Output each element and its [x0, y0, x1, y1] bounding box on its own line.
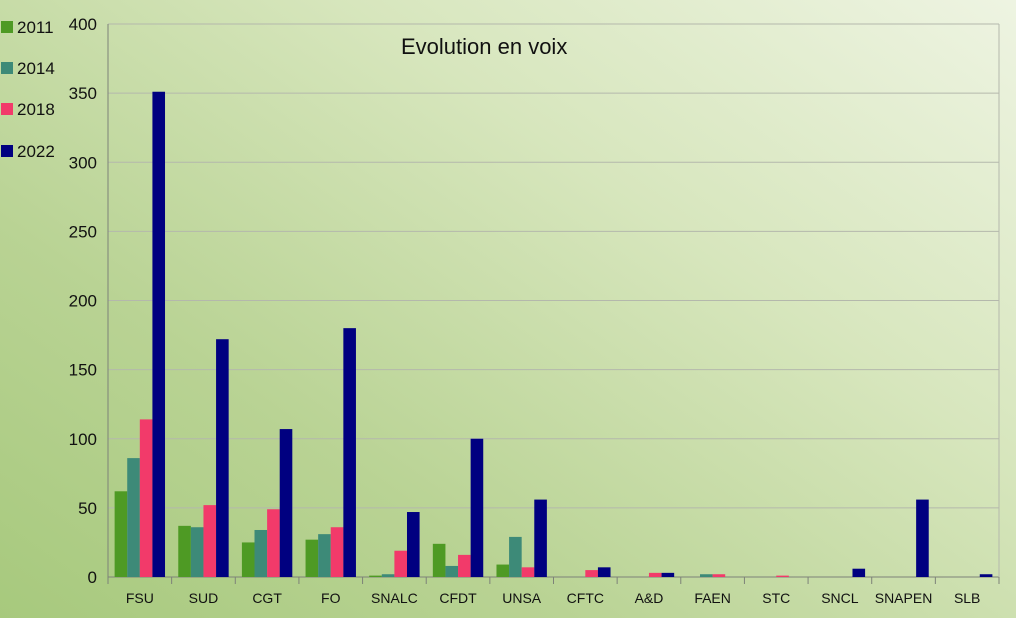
y-tick-label: 200 — [69, 292, 97, 311]
x-tick-label: SNCL — [821, 590, 859, 606]
bar-2018-FAEN — [712, 574, 726, 577]
y-tick-label: 400 — [69, 15, 97, 34]
bar-2018-CGT — [267, 509, 280, 577]
bar-2014-FSU — [127, 458, 140, 577]
bar-2018-CFDT — [458, 554, 471, 577]
bar-2022-SNAPEN — [916, 499, 929, 577]
bar-2011-CFDT — [432, 543, 446, 577]
bar-2011-UNSA — [496, 564, 510, 577]
bar-2018-FO — [330, 527, 344, 577]
x-tick-label: FAEN — [694, 590, 731, 606]
bar-2022-FO — [343, 328, 356, 577]
legend-label-2011: 2011 — [17, 18, 54, 37]
bar-2014-CGT — [254, 529, 268, 577]
bar-2018-STC — [776, 575, 789, 577]
x-tick-label: A&D — [635, 590, 664, 606]
y-axis-ticks: 0 50 100 150 200 250 300 350 400 — [69, 15, 97, 587]
bar-2022-CFTC — [597, 567, 611, 577]
bar-2018-SUD — [203, 505, 217, 577]
x-tick-label: FO — [321, 590, 341, 606]
chart-title: Evolution en voix — [401, 34, 567, 59]
legend-swatch-2011 — [1, 21, 13, 33]
x-tick-label: CFTC — [567, 590, 604, 606]
legend-swatch-2014 — [1, 62, 13, 74]
bar-2022-SLB — [979, 574, 993, 577]
bar-2011-CGT — [241, 542, 255, 577]
x-tick-label: UNSA — [502, 590, 542, 606]
bar-2022-SNALC — [406, 512, 420, 577]
bar-2022-SUD — [216, 339, 229, 577]
bar-2018-SNALC — [394, 550, 407, 577]
legend-swatch-2018 — [1, 103, 13, 115]
legend-label-2022: 2022 — [17, 142, 55, 161]
bar-2022-CGT — [279, 429, 293, 577]
legend-label-2018: 2018 — [17, 100, 55, 119]
bars — [114, 91, 993, 578]
x-tick-label: SNALC — [371, 590, 418, 606]
x-tick-label: SUD — [189, 590, 219, 606]
bar-2018-A&D — [648, 572, 662, 577]
bar-2014-FAEN — [700, 574, 713, 577]
bar-2022-SNCL — [852, 568, 866, 577]
bar-2018-FSU — [139, 419, 153, 577]
y-tick-label: 300 — [69, 153, 97, 172]
x-tick-label: FSU — [126, 590, 154, 606]
y-tick-label: 350 — [69, 84, 97, 103]
x-tick-label: SLB — [954, 590, 980, 606]
legend-label-2014: 2014 — [17, 59, 55, 78]
y-tick-label: 50 — [78, 499, 97, 518]
x-tick-label: CFDT — [439, 590, 477, 606]
bar-2011-SUD — [178, 525, 191, 577]
legend: 2011 2014 2018 2022 — [1, 18, 55, 161]
bar-2014-SNALC — [381, 574, 395, 577]
y-tick-label: 250 — [69, 222, 97, 241]
x-tick-label: CGT — [252, 590, 282, 606]
legend-swatch-2022 — [1, 145, 13, 157]
bar-2011-FSU — [114, 491, 128, 577]
bar-2018-UNSA — [521, 567, 535, 577]
bar-2014-SUD — [190, 527, 204, 577]
bar-2022-UNSA — [534, 499, 547, 577]
bar-2018-CFTC — [585, 570, 598, 577]
grid-lines — [107, 23, 1000, 578]
y-tick-label: 150 — [69, 361, 97, 380]
bar-2022-CFDT — [470, 438, 484, 577]
bar-2014-FO — [318, 534, 331, 577]
x-axis: FSU SUD CGT FO SNALC CFDT UNSA CFTC A&D FAEN STC SN… — [107, 577, 1000, 606]
bar-2011-FO — [305, 539, 319, 577]
bar-2022-A&D — [661, 572, 675, 577]
x-tick-label: SNAPEN — [875, 590, 933, 606]
bar-2014-CFDT — [445, 565, 459, 577]
bar-2014-UNSA — [509, 536, 522, 577]
x-tick-label: STC — [762, 590, 790, 606]
bar-2011-SNALC — [369, 575, 382, 577]
y-tick-label: 100 — [69, 430, 97, 449]
y-tick-label: 0 — [88, 568, 97, 587]
bar-2022-FSU — [152, 91, 166, 578]
